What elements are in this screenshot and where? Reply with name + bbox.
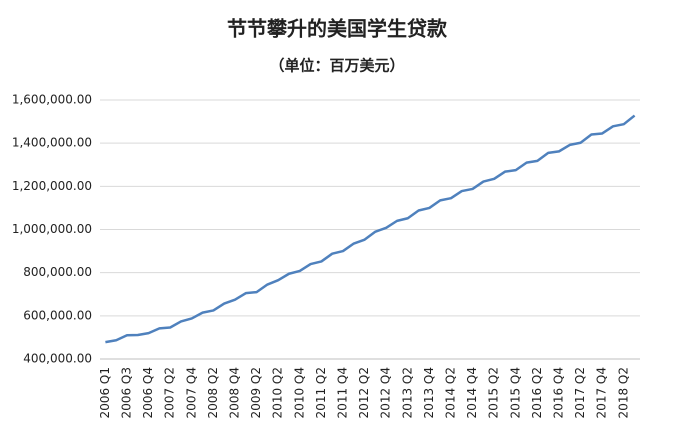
chart-title: 节节攀升的美国学生贷款	[227, 17, 448, 41]
x-tick-label: 2015 Q4	[508, 367, 522, 418]
chart-subtitle: （单位：百万美元）	[269, 57, 404, 75]
x-tick-label: 2012 Q2	[357, 367, 371, 418]
y-tick-label: 1,000,000.00	[12, 222, 92, 236]
x-tick-label: 2010 Q2	[271, 367, 285, 418]
x-tick-label: 2014 Q4	[465, 367, 479, 418]
y-tick-label: 1,400,000.00	[12, 136, 92, 150]
x-tick-label: 2011 Q4	[336, 367, 350, 418]
x-tick-label: 2016 Q2	[530, 367, 544, 418]
x-tick-label: 2006 Q3	[120, 367, 134, 418]
data-line	[105, 114, 636, 344]
x-tick-label: 2011 Q2	[314, 367, 328, 418]
x-tick-label: 2017 Q2	[573, 367, 587, 418]
x-tick-label: 2007 Q4	[184, 367, 198, 418]
y-tick-label: 1,200,000.00	[12, 179, 92, 193]
x-tick-label: 2018 Q2	[616, 367, 630, 418]
x-tick-label: 2006 Q1	[98, 367, 112, 418]
x-tick-label: 2016 Q4	[552, 367, 566, 418]
x-tick-label: 2015 Q2	[487, 367, 501, 418]
y-tick-label: 1,600,000.00	[12, 93, 92, 107]
x-tick-label: 2010 Q4	[292, 367, 306, 418]
y-tick-label: 800,000.00	[23, 265, 92, 279]
x-tick-label: 2007 Q2	[163, 367, 177, 418]
x-tick-label: 2009 Q2	[249, 367, 263, 418]
x-tick-label: 2013 Q2	[400, 367, 414, 418]
x-tick-label: 2013 Q4	[422, 367, 436, 418]
x-tick-label: 2017 Q4	[595, 367, 609, 418]
x-tick-label: 2014 Q2	[444, 367, 458, 418]
y-tick-label: 400,000.00	[23, 352, 92, 366]
x-tick-label: 2012 Q4	[379, 367, 393, 418]
x-tick-label: 2008 Q4	[228, 367, 242, 418]
x-tick-label: 2008 Q2	[206, 367, 220, 418]
y-tick-label: 600,000.00	[23, 308, 92, 322]
x-tick-label: 2006 Q4	[141, 367, 155, 418]
